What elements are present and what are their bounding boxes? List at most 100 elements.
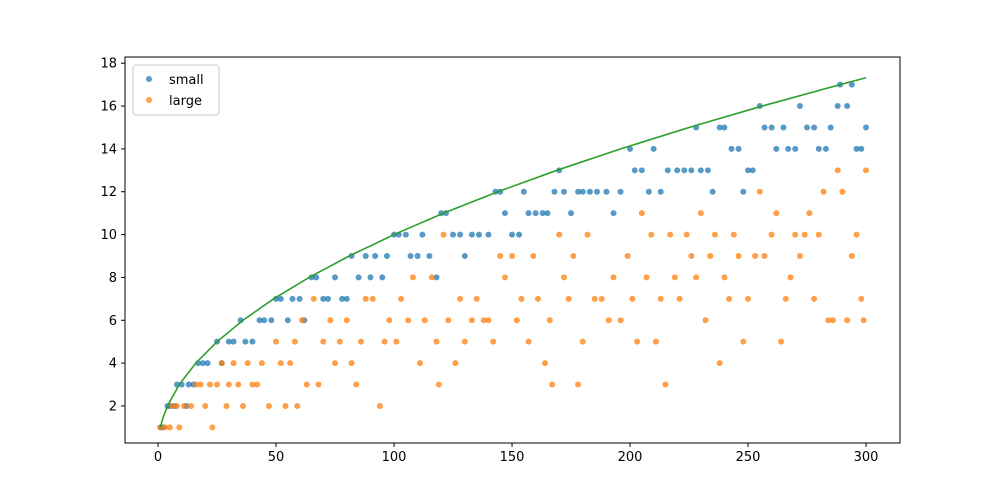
- point: [768, 124, 775, 131]
- y-tick-label: 16: [100, 100, 117, 115]
- point: [433, 274, 440, 281]
- point: [688, 252, 695, 259]
- point: [461, 338, 468, 345]
- point: [426, 252, 433, 259]
- point: [721, 274, 728, 281]
- point: [844, 317, 851, 324]
- legend-box: [132, 64, 220, 116]
- y-tick-label: 14: [100, 142, 117, 157]
- point: [629, 295, 636, 302]
- point: [343, 295, 350, 302]
- point: [452, 360, 459, 367]
- point: [652, 338, 659, 345]
- point: [383, 252, 390, 259]
- point: [584, 231, 591, 238]
- point: [796, 103, 803, 110]
- point: [209, 424, 216, 431]
- point: [296, 295, 303, 302]
- x-tick-label: 300: [854, 450, 879, 465]
- point: [525, 210, 532, 217]
- point: [294, 402, 301, 409]
- point: [844, 103, 851, 110]
- point: [645, 188, 652, 195]
- point: [457, 231, 464, 238]
- point: [603, 188, 610, 195]
- point: [752, 252, 759, 259]
- point: [740, 188, 747, 195]
- point: [549, 381, 556, 388]
- point: [631, 167, 638, 174]
- point: [782, 295, 789, 302]
- point: [332, 274, 339, 281]
- point: [648, 231, 655, 238]
- point: [355, 274, 362, 281]
- y-tick-label: 4: [109, 357, 117, 372]
- point: [468, 317, 475, 324]
- point: [242, 338, 249, 345]
- point: [560, 274, 567, 281]
- point: [197, 381, 204, 388]
- point: [376, 402, 383, 409]
- point: [362, 295, 369, 302]
- point: [716, 124, 723, 131]
- point: [598, 295, 605, 302]
- point: [254, 381, 261, 388]
- point: [225, 338, 232, 345]
- point: [166, 424, 173, 431]
- point: [761, 252, 768, 259]
- point: [273, 338, 280, 345]
- legend: small large: [132, 64, 220, 116]
- point: [501, 274, 508, 281]
- point: [532, 210, 539, 217]
- point: [445, 317, 452, 324]
- point: [863, 167, 870, 174]
- point: [518, 295, 525, 302]
- y-tick-label: 2: [109, 399, 117, 414]
- point: [780, 124, 787, 131]
- point: [433, 338, 440, 345]
- point: [711, 231, 718, 238]
- point: [367, 274, 374, 281]
- point: [277, 360, 284, 367]
- point: [745, 295, 752, 302]
- point: [579, 188, 586, 195]
- point: [542, 360, 549, 367]
- point: [407, 252, 414, 259]
- point: [560, 188, 567, 195]
- point: [804, 124, 811, 131]
- point: [728, 145, 735, 152]
- point: [773, 210, 780, 217]
- point: [343, 317, 350, 324]
- x-tick-label: 200: [618, 450, 643, 465]
- point: [468, 231, 475, 238]
- point: [853, 145, 860, 152]
- point: [858, 295, 865, 302]
- legend-label: small: [169, 73, 204, 88]
- point: [249, 381, 256, 388]
- point: [827, 124, 834, 131]
- point: [348, 360, 355, 367]
- point: [796, 252, 803, 259]
- point: [313, 274, 320, 281]
- point: [811, 124, 818, 131]
- point: [509, 231, 516, 238]
- point: [853, 231, 860, 238]
- point: [485, 231, 492, 238]
- point: [414, 252, 421, 259]
- point: [204, 360, 211, 367]
- point: [393, 338, 400, 345]
- point: [726, 295, 733, 302]
- point: [223, 402, 230, 409]
- point: [230, 360, 237, 367]
- point: [534, 295, 541, 302]
- point: [202, 402, 209, 409]
- point: [605, 317, 612, 324]
- point: [829, 317, 836, 324]
- point: [402, 231, 409, 238]
- legend-label: large: [169, 94, 202, 109]
- point: [834, 103, 841, 110]
- point: [657, 188, 664, 195]
- point: [683, 231, 690, 238]
- point: [664, 167, 671, 174]
- point: [336, 338, 343, 345]
